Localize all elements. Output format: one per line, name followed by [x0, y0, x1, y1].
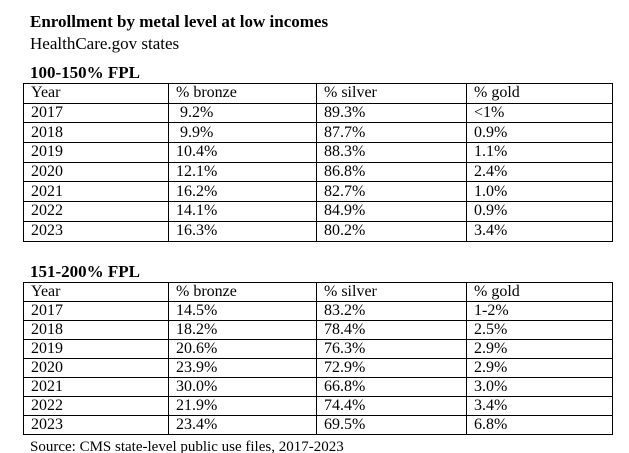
- table-row: 2020 23.9% 72.9% 2.9%: [23, 357, 613, 378]
- cell-gold: 2.9%: [466, 338, 613, 359]
- cell-gold: 1.1%: [466, 142, 613, 163]
- document-subtitle: HealthCare.gov states: [30, 34, 180, 53]
- cell-year: 2019: [23, 142, 169, 163]
- cell-year: 2017: [23, 300, 169, 321]
- cell-bronze: 23.4%: [168, 414, 317, 435]
- cell-bronze: 16.3%: [168, 220, 317, 242]
- cell-bronze: 21.9%: [168, 395, 317, 416]
- cell-silver: 86.8%: [316, 161, 467, 183]
- table-row: 2023 23.4% 69.5% 6.8%: [23, 414, 613, 435]
- cell-bronze: 18.2%: [168, 319, 317, 340]
- cell-gold: <1%: [466, 102, 613, 124]
- table-header-row: Year % bronze % silver % gold: [23, 83, 613, 104]
- section-heading-151-200-fpl: 151-200% FPL: [30, 261, 141, 281]
- cell-gold: 6.8%: [466, 414, 613, 435]
- source-note: Source: CMS state-level public use files…: [30, 438, 344, 453]
- document-title: Enrollment by metal level at low incomes: [30, 12, 329, 31]
- column-header-bronze: % bronze: [168, 83, 317, 104]
- table-row: 2020 12.1% 86.8% 2.4%: [23, 161, 613, 183]
- column-header-bronze: % bronze: [168, 281, 317, 302]
- column-header-year: Year: [23, 83, 169, 104]
- table-row: 2021 16.2% 82.7% 1.0%: [23, 181, 613, 203]
- column-header-gold: % gold: [466, 83, 613, 104]
- cell-bronze: 16.2%: [168, 181, 317, 203]
- cell-year: 2021: [23, 376, 169, 397]
- cell-gold: 1-2%: [466, 300, 613, 321]
- table-row: 2018 9.9% 87.7% 0.9%: [23, 122, 613, 144]
- cell-silver: 66.8%: [316, 376, 467, 397]
- table-row: 2017 9.2% 89.3% <1%: [23, 102, 613, 124]
- cell-bronze: 9.9%: [168, 122, 317, 144]
- cell-bronze: 30.0%: [168, 376, 317, 397]
- section-heading-100-150-fpl: 100-150% FPL: [30, 63, 141, 82]
- table-header-row: Year % bronze % silver % gold: [23, 281, 613, 302]
- cell-bronze: 23.9%: [168, 357, 317, 378]
- table-row: 2019 10.4% 88.3% 1.1%: [23, 142, 613, 163]
- cell-gold: 1.0%: [466, 181, 613, 203]
- cell-year: 2017: [23, 102, 169, 124]
- cell-silver: 83.2%: [316, 300, 467, 321]
- cell-year: 2020: [23, 161, 169, 183]
- cell-year: 2021: [23, 181, 169, 203]
- cell-silver: 87.7%: [316, 122, 467, 144]
- cell-silver: 72.9%: [316, 357, 467, 378]
- cell-silver: 69.5%: [316, 414, 467, 435]
- table-row: 2022 14.1% 84.9% 0.9%: [23, 201, 613, 222]
- column-header-gold: % gold: [466, 281, 613, 302]
- cell-year: 2018: [23, 122, 169, 144]
- cell-gold: 0.9%: [466, 201, 613, 222]
- cell-gold: 2.4%: [466, 161, 613, 183]
- cell-gold: 0.9%: [466, 122, 613, 144]
- column-header-year: Year: [23, 281, 169, 302]
- cell-year: 2020: [23, 357, 169, 378]
- column-header-silver: % silver: [316, 281, 467, 302]
- cell-gold: 2.9%: [466, 357, 613, 378]
- cell-year: 2018: [23, 319, 169, 340]
- table-row: 2017 14.5% 83.2% 1-2%: [23, 300, 613, 321]
- table-100-150-fpl: Year % bronze % silver % gold 2017 9.2% …: [23, 83, 613, 242]
- cell-bronze: 20.6%: [168, 338, 317, 359]
- cell-silver: 78.4%: [316, 319, 467, 340]
- cell-silver: 84.9%: [316, 201, 467, 222]
- cell-gold: 3.4%: [466, 220, 613, 242]
- cell-year: 2023: [23, 414, 169, 435]
- table-row: 2019 20.6% 76.3% 2.9%: [23, 338, 613, 359]
- cell-bronze: 12.1%: [168, 161, 317, 183]
- column-header-silver: % silver: [316, 83, 467, 104]
- cell-silver: 74.4%: [316, 395, 467, 416]
- cell-silver: 80.2%: [316, 220, 467, 242]
- table-row: 2018 18.2% 78.4% 2.5%: [23, 319, 613, 340]
- table-151-200-fpl: Year % bronze % silver % gold 2017 14.5%…: [23, 281, 613, 435]
- cell-bronze: 14.1%: [168, 201, 317, 222]
- cell-bronze: 9.2%: [168, 102, 317, 124]
- cell-gold: 3.4%: [466, 395, 613, 416]
- cell-year: 2023: [23, 220, 169, 242]
- cell-gold: 2.5%: [466, 319, 613, 340]
- cell-bronze: 10.4%: [168, 142, 317, 163]
- table-row: 2023 16.3% 80.2% 3.4%: [23, 220, 613, 242]
- cell-year: 2022: [23, 395, 169, 416]
- table-row: 2021 30.0% 66.8% 3.0%: [23, 376, 613, 397]
- cell-silver: 82.7%: [316, 181, 467, 203]
- cell-year: 2022: [23, 201, 169, 222]
- cell-year: 2019: [23, 338, 169, 359]
- cell-silver: 88.3%: [316, 142, 467, 163]
- cell-bronze: 14.5%: [168, 300, 317, 321]
- cell-silver: 76.3%: [316, 338, 467, 359]
- cell-gold: 3.0%: [466, 376, 613, 397]
- cell-silver: 89.3%: [316, 102, 467, 124]
- table-row: 2022 21.9% 74.4% 3.4%: [23, 395, 613, 416]
